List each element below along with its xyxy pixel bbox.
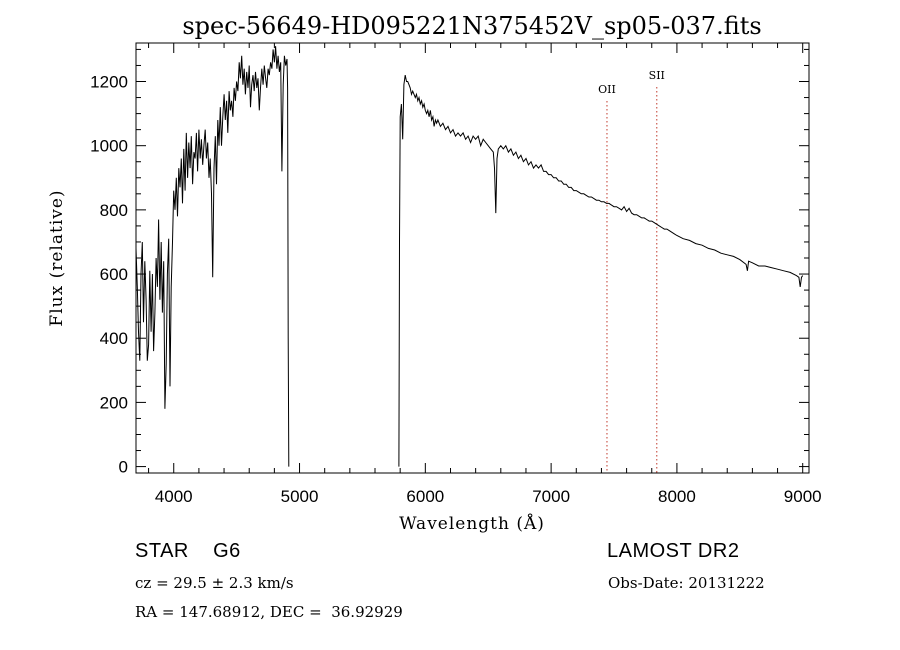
coordinates: RA = 147.68912, DEC = 36.92929 bbox=[135, 603, 403, 621]
y-tick-label: 1200 bbox=[90, 73, 128, 92]
chart-title: spec-56649-HD095221N375452V_sp05-037.fit… bbox=[182, 12, 761, 40]
survey-name: LAMOST DR2 bbox=[607, 540, 740, 562]
redshift-info: cz = 29.5 ± 2.3 km/s bbox=[135, 574, 294, 592]
y-tick-label: 800 bbox=[100, 201, 128, 220]
y-tick-label: 400 bbox=[100, 329, 128, 348]
line-marker-label: SII bbox=[649, 69, 665, 82]
spectrum-line bbox=[135, 46, 290, 467]
plot-frame bbox=[135, 42, 810, 474]
y-tick-label: 200 bbox=[100, 393, 128, 412]
observation-date: Obs-Date: 20131222 bbox=[608, 574, 765, 592]
y-axis-tick-labels: 0 200 400 600 800 1000 1200 bbox=[90, 73, 128, 477]
spectrum-line bbox=[398, 75, 804, 467]
axis-ticks bbox=[136, 43, 809, 473]
line-markers bbox=[606, 87, 658, 473]
y-tick-label: 0 bbox=[119, 458, 128, 477]
y-tick-label: 600 bbox=[100, 265, 128, 284]
x-tick-label: 9000 bbox=[784, 487, 822, 506]
y-axis-label: Flux (relative) bbox=[47, 189, 67, 326]
x-tick-label: 8000 bbox=[658, 487, 696, 506]
x-tick-label: 6000 bbox=[406, 487, 444, 506]
line-marker-labels: OII SII bbox=[598, 69, 665, 96]
line-marker-label: OII bbox=[598, 83, 616, 96]
x-tick-label: 5000 bbox=[281, 487, 319, 506]
x-tick-label: 4000 bbox=[155, 487, 193, 506]
x-axis-tick-labels: 4000 5000 6000 7000 8000 9000 bbox=[155, 487, 822, 506]
spectrum-series bbox=[135, 46, 804, 467]
object-class: STAR G6 bbox=[135, 540, 241, 562]
y-tick-label: 1000 bbox=[90, 137, 128, 156]
x-axis-label: Wavelength (Å) bbox=[399, 513, 545, 534]
x-tick-label: 7000 bbox=[532, 487, 570, 506]
